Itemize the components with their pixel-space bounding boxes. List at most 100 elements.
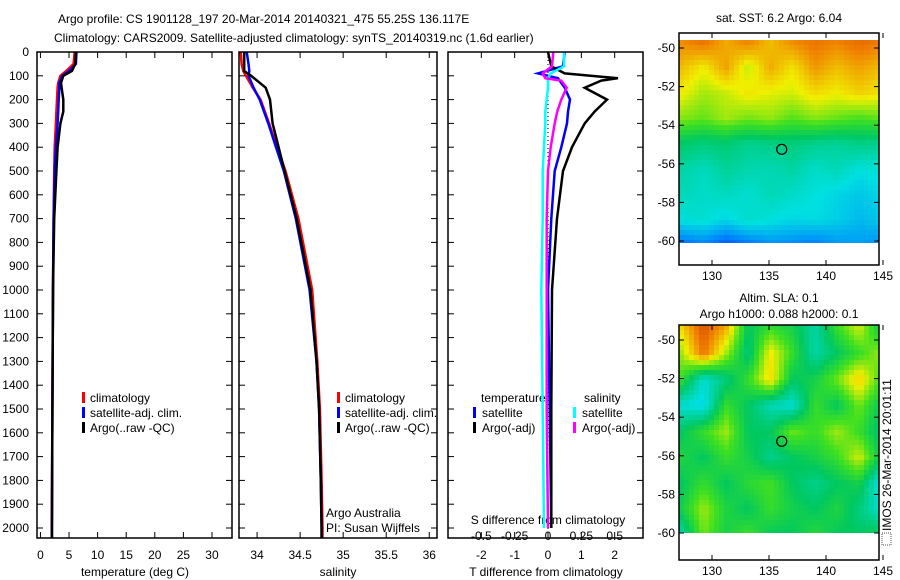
heatmap-cell: [859, 415, 864, 420]
heatmap-cell: [754, 375, 759, 380]
heatmap-cell: [809, 325, 814, 330]
heatmap-cell: [764, 425, 769, 430]
heatmap-cell: [684, 325, 689, 330]
heatmap-cell: [754, 170, 759, 175]
heatmap-cell: [684, 45, 689, 50]
heatmap-cell: [759, 470, 764, 475]
heatmap-cell: [849, 525, 854, 530]
heatmap-cell: [794, 200, 799, 205]
heatmap-cell: [814, 210, 819, 215]
heatmap-cell: [779, 70, 784, 75]
heatmap-cell: [754, 435, 759, 440]
heatmap-cell: [684, 135, 689, 140]
heatmap-cell: [849, 475, 854, 480]
heatmap-cell: [714, 95, 719, 100]
heatmap-cell: [799, 455, 804, 460]
heatmap-cell: [709, 440, 714, 445]
heatmap-cell: [799, 500, 804, 505]
heatmap-cell: [814, 515, 819, 520]
heatmap-cell: [854, 70, 859, 75]
heatmap-cell: [699, 355, 704, 360]
heatmap-cell: [814, 365, 819, 370]
s-tick-label: -0.5: [471, 529, 492, 543]
heatmap-cell: [699, 80, 704, 85]
heatmap-cell: [839, 225, 844, 230]
heatmap-cell: [774, 235, 779, 240]
heatmap-cell: [869, 145, 874, 150]
heatmap-cell: [689, 385, 694, 390]
heatmap-cell: [749, 100, 754, 105]
heatmap-cell: [704, 425, 709, 430]
heatmap-cell: [804, 135, 809, 140]
heatmap-cell: [814, 485, 819, 490]
heatmap-cell: [759, 455, 764, 460]
heatmap-cell: [729, 95, 734, 100]
heatmap-cell: [724, 120, 729, 125]
heatmap-cell: [864, 485, 869, 490]
heatmap-cell: [709, 445, 714, 450]
heatmap-cell: [724, 400, 729, 405]
heatmap-cell: [874, 190, 879, 195]
heatmap-cell: [829, 170, 834, 175]
heatmap-cell: [839, 165, 844, 170]
heatmap-cell: [759, 190, 764, 195]
heatmap-cell: [699, 510, 704, 515]
heatmap-cell: [724, 525, 729, 530]
x-tick-label: 36: [423, 548, 437, 562]
heatmap-cell: [759, 50, 764, 55]
heatmap-cell: [839, 495, 844, 500]
heatmap-cell: [834, 85, 839, 90]
heatmap-cell: [874, 95, 879, 100]
heatmap-cell: [694, 105, 699, 110]
heatmap-cell: [694, 465, 699, 470]
heatmap-cell: [684, 390, 689, 395]
heatmap-cell: [744, 450, 749, 455]
heatmap-cell: [824, 425, 829, 430]
heatmap-cell: [864, 195, 869, 200]
heatmap-cell: [784, 110, 789, 115]
heatmap-cell: [694, 445, 699, 450]
heatmap-cell: [834, 380, 839, 385]
heatmap-cell: [814, 400, 819, 405]
heatmap-cell: [874, 335, 879, 340]
heatmap-cell: [844, 130, 849, 135]
heatmap-cell: [789, 515, 794, 520]
heatmap-cell: [859, 325, 864, 330]
heatmap-cell: [834, 105, 839, 110]
heatmap-cell: [794, 495, 799, 500]
heatmap-cell: [769, 390, 774, 395]
heatmap-cell: [714, 365, 719, 370]
heatmap-cell: [704, 455, 709, 460]
temperature-xlabel: temperature (deg C): [81, 565, 189, 579]
heatmap-cell: [784, 470, 789, 475]
heatmap-cell: [824, 435, 829, 440]
heatmap-cell: [739, 465, 744, 470]
heatmap-cell: [859, 185, 864, 190]
heatmap-cell: [724, 240, 729, 243]
heatmap-cell: [704, 100, 709, 105]
heatmap-cell: [869, 405, 874, 410]
x-tick-label: 25: [177, 548, 191, 562]
heatmap-cell: [759, 85, 764, 90]
heatmap-cell: [784, 160, 789, 165]
heatmap-cell: [714, 375, 719, 380]
heatmap-cell: [769, 355, 774, 360]
heatmap-cell: [864, 235, 869, 240]
heatmap-cell: [749, 125, 754, 130]
heatmap-cell: [679, 330, 684, 335]
heatmap-cell: [759, 200, 764, 205]
heatmap-cell: [814, 405, 819, 410]
heatmap-cell: [799, 325, 804, 330]
heatmap-cell: [849, 135, 854, 140]
heatmap-cell: [769, 330, 774, 335]
heatmap-cell: [689, 190, 694, 195]
heatmap-cell: [679, 485, 684, 490]
heatmap-cell: [754, 340, 759, 345]
heatmap-cell: [694, 125, 699, 130]
heatmap-cell: [729, 85, 734, 90]
heatmap-cell: [744, 65, 749, 70]
heatmap-cell: [684, 385, 689, 390]
imos-timestamp: IMOS 26-Mar-2014 20:01:11: [880, 379, 894, 531]
heatmap-cell: [774, 70, 779, 75]
heatmap-cell: [754, 420, 759, 425]
